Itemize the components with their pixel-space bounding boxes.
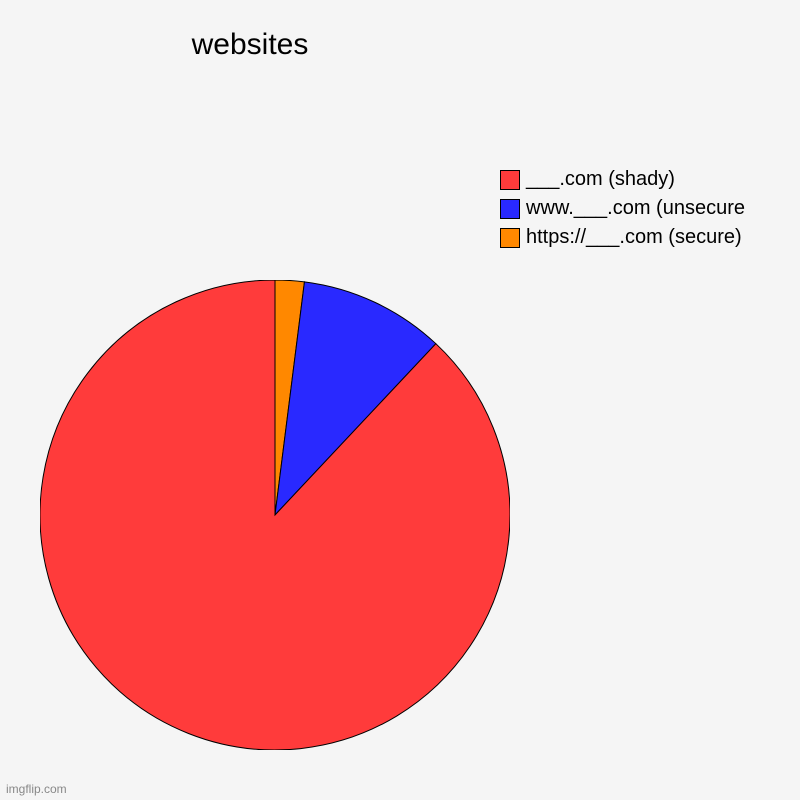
- legend-label: https://___.com (secure): [526, 226, 742, 249]
- legend-swatch-icon: [500, 170, 520, 190]
- legend-item: https://___.com (secure): [500, 226, 745, 249]
- legend-item: www.___.com (unsecure: [500, 197, 745, 220]
- legend-label: www.___.com (unsecure: [526, 197, 745, 220]
- pie-svg: [40, 280, 510, 750]
- legend-swatch-icon: [500, 228, 520, 248]
- pie-chart: [40, 280, 510, 750]
- watermark: imgflip.com: [6, 782, 67, 796]
- legend-swatch-icon: [500, 199, 520, 219]
- legend: ___.com (shady) www.___.com (unsecure ht…: [500, 168, 745, 255]
- legend-label: ___.com (shady): [526, 168, 675, 191]
- pie-slice: [40, 280, 510, 750]
- chart-title: websites: [0, 28, 500, 62]
- legend-item: ___.com (shady): [500, 168, 745, 191]
